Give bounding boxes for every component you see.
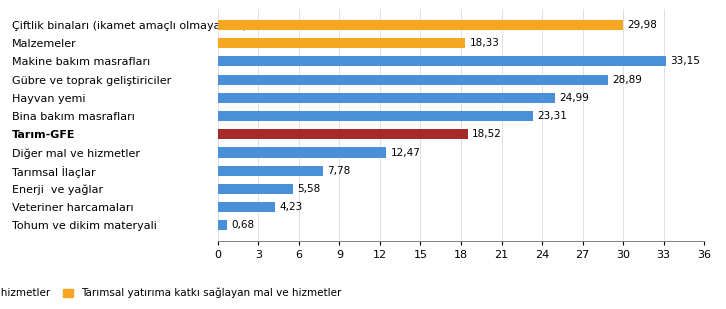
Text: 18,52: 18,52 <box>472 129 502 139</box>
Bar <box>218 147 386 158</box>
Bar <box>218 202 275 212</box>
Bar <box>218 129 468 139</box>
Text: 28,89: 28,89 <box>612 74 642 85</box>
Text: 23,31: 23,31 <box>537 111 567 121</box>
Text: 5,58: 5,58 <box>297 184 320 194</box>
Bar <box>218 56 666 66</box>
Bar <box>218 93 555 103</box>
Text: 12,47: 12,47 <box>391 147 420 158</box>
Bar <box>218 74 608 85</box>
Bar <box>218 111 533 121</box>
Text: 18,33: 18,33 <box>470 38 499 48</box>
Text: 7,78: 7,78 <box>327 166 350 176</box>
Legend: Tarım-GFE, Tarımda kullanılan mal ve hizmetler, Tarımsal yatırıma katkı sağlayan: Tarım-GFE, Tarımda kullanılan mal ve hiz… <box>0 288 342 298</box>
Text: 24,99: 24,99 <box>560 93 590 103</box>
Bar <box>218 20 623 30</box>
Bar <box>218 166 323 176</box>
Text: 29,98: 29,98 <box>627 20 657 30</box>
Bar <box>218 220 227 231</box>
Bar <box>218 184 293 194</box>
Text: 4,23: 4,23 <box>279 202 302 212</box>
Text: 33,15: 33,15 <box>670 56 700 66</box>
Text: 0,68: 0,68 <box>231 220 254 231</box>
Bar <box>218 38 465 48</box>
